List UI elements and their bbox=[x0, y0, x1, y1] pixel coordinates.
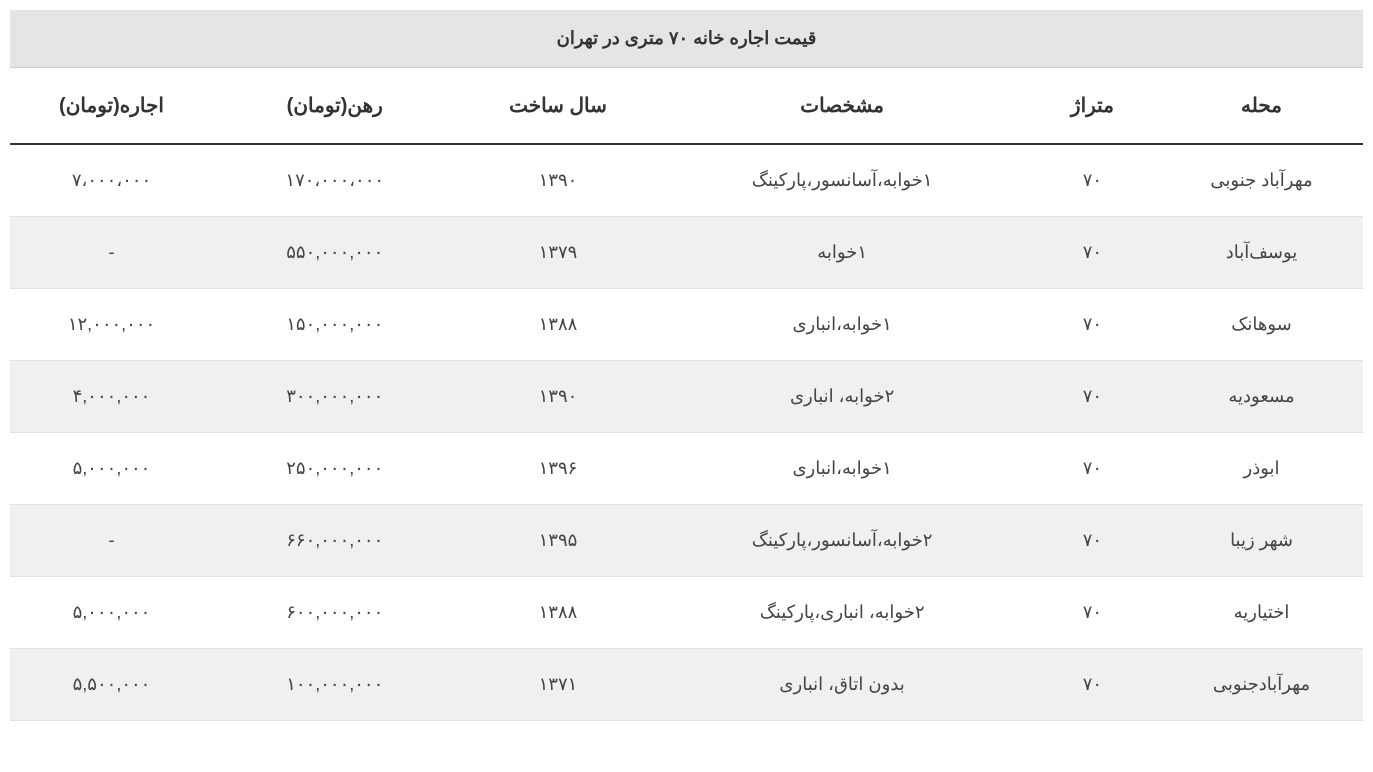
cell-year: ۱۳۸۸ bbox=[457, 577, 660, 649]
table-body: مهرآباد جنوبی ۷۰ ۱خوابه،آسانسور،پارکینگ … bbox=[10, 144, 1363, 721]
cell-year: ۱۳۷۱ bbox=[457, 649, 660, 721]
cell-rent: - bbox=[10, 217, 213, 289]
cell-deposit: ۱۵۰,۰۰۰,۰۰۰ bbox=[213, 289, 457, 361]
col-header-deposit: رهن(تومان) bbox=[213, 68, 457, 144]
cell-specs: ۲خوابه، انباری bbox=[659, 361, 1024, 433]
cell-area: ۷۰ bbox=[1025, 217, 1160, 289]
cell-neighborhood: یوسف‌آباد bbox=[1160, 217, 1363, 289]
cell-area: ۷۰ bbox=[1025, 649, 1160, 721]
rental-price-table: قیمت اجاره خانه ۷۰ متری در تهران محله مت… bbox=[10, 10, 1363, 721]
cell-deposit: ۵۵۰,۰۰۰,۰۰۰ bbox=[213, 217, 457, 289]
cell-specs: ۱خوابه،انباری bbox=[659, 433, 1024, 505]
table-row: اختیاریه ۷۰ ۲خوابه، انباری،پارکینگ ۱۳۸۸ … bbox=[10, 577, 1363, 649]
cell-specs: ۱خوابه bbox=[659, 217, 1024, 289]
cell-rent: ۴,۰۰۰,۰۰۰ bbox=[10, 361, 213, 433]
col-header-year: سال ساخت bbox=[457, 68, 660, 144]
table-row: مهرآبادجنوبی ۷۰ بدون اتاق، انباری ۱۳۷۱ ۱… bbox=[10, 649, 1363, 721]
table-row: مسعودیه ۷۰ ۲خوابه، انباری ۱۳۹۰ ۳۰۰,۰۰۰,۰… bbox=[10, 361, 1363, 433]
cell-specs: ۲خوابه،آسانسور،پارکینگ bbox=[659, 505, 1024, 577]
cell-area: ۷۰ bbox=[1025, 289, 1160, 361]
cell-neighborhood: ابوذر bbox=[1160, 433, 1363, 505]
cell-year: ۱۳۸۸ bbox=[457, 289, 660, 361]
cell-area: ۷۰ bbox=[1025, 577, 1160, 649]
cell-deposit: ۲۵۰,۰۰۰,۰۰۰ bbox=[213, 433, 457, 505]
cell-specs: ۱خوابه،انباری bbox=[659, 289, 1024, 361]
cell-neighborhood: مهرآبادجنوبی bbox=[1160, 649, 1363, 721]
cell-deposit: ۶۶۰,۰۰۰,۰۰۰ bbox=[213, 505, 457, 577]
col-header-rent: اجاره(تومان) bbox=[10, 68, 213, 144]
cell-area: ۷۰ bbox=[1025, 361, 1160, 433]
cell-rent: ۵,۵۰۰,۰۰۰ bbox=[10, 649, 213, 721]
cell-deposit: ۱۷۰،۰۰۰،۰۰۰ bbox=[213, 144, 457, 217]
table-row: ابوذر ۷۰ ۱خوابه،انباری ۱۳۹۶ ۲۵۰,۰۰۰,۰۰۰ … bbox=[10, 433, 1363, 505]
col-header-area: متراژ bbox=[1025, 68, 1160, 144]
header-row: محله متراژ مشخصات سال ساخت رهن(تومان) اج… bbox=[10, 68, 1363, 144]
cell-year: ۱۳۹۵ bbox=[457, 505, 660, 577]
cell-year: ۱۳۹۰ bbox=[457, 144, 660, 217]
cell-rent: ۱۲,۰۰۰,۰۰۰ bbox=[10, 289, 213, 361]
cell-rent: ۵,۰۰۰,۰۰۰ bbox=[10, 433, 213, 505]
table-header: محله متراژ مشخصات سال ساخت رهن(تومان) اج… bbox=[10, 68, 1363, 144]
table-row: مهرآباد جنوبی ۷۰ ۱خوابه،آسانسور،پارکینگ … bbox=[10, 144, 1363, 217]
table-container: قیمت اجاره خانه ۷۰ متری در تهران محله مت… bbox=[10, 10, 1363, 721]
table-title: قیمت اجاره خانه ۷۰ متری در تهران bbox=[10, 10, 1363, 68]
cell-deposit: ۶۰۰,۰۰۰,۰۰۰ bbox=[213, 577, 457, 649]
cell-neighborhood: مسعودیه bbox=[1160, 361, 1363, 433]
cell-neighborhood: مهرآباد جنوبی bbox=[1160, 144, 1363, 217]
cell-area: ۷۰ bbox=[1025, 144, 1160, 217]
cell-rent: - bbox=[10, 505, 213, 577]
cell-deposit: ۱۰۰,۰۰۰,۰۰۰ bbox=[213, 649, 457, 721]
cell-rent: ۷،۰۰۰،۰۰۰ bbox=[10, 144, 213, 217]
col-header-specs: مشخصات bbox=[659, 68, 1024, 144]
cell-rent: ۵,۰۰۰,۰۰۰ bbox=[10, 577, 213, 649]
cell-neighborhood: شهر زیبا bbox=[1160, 505, 1363, 577]
col-header-neighborhood: محله bbox=[1160, 68, 1363, 144]
cell-year: ۱۳۹۰ bbox=[457, 361, 660, 433]
cell-area: ۷۰ bbox=[1025, 505, 1160, 577]
cell-specs: بدون اتاق، انباری bbox=[659, 649, 1024, 721]
cell-specs: ۲خوابه، انباری،پارکینگ bbox=[659, 577, 1024, 649]
cell-neighborhood: سوهانک bbox=[1160, 289, 1363, 361]
cell-specs: ۱خوابه،آسانسور،پارکینگ bbox=[659, 144, 1024, 217]
cell-neighborhood: اختیاریه bbox=[1160, 577, 1363, 649]
table-row: شهر زیبا ۷۰ ۲خوابه،آسانسور،پارکینگ ۱۳۹۵ … bbox=[10, 505, 1363, 577]
table-row: یوسف‌آباد ۷۰ ۱خوابه ۱۳۷۹ ۵۵۰,۰۰۰,۰۰۰ - bbox=[10, 217, 1363, 289]
cell-year: ۱۳۹۶ bbox=[457, 433, 660, 505]
table-row: سوهانک ۷۰ ۱خوابه،انباری ۱۳۸۸ ۱۵۰,۰۰۰,۰۰۰… bbox=[10, 289, 1363, 361]
cell-deposit: ۳۰۰,۰۰۰,۰۰۰ bbox=[213, 361, 457, 433]
cell-area: ۷۰ bbox=[1025, 433, 1160, 505]
cell-year: ۱۳۷۹ bbox=[457, 217, 660, 289]
